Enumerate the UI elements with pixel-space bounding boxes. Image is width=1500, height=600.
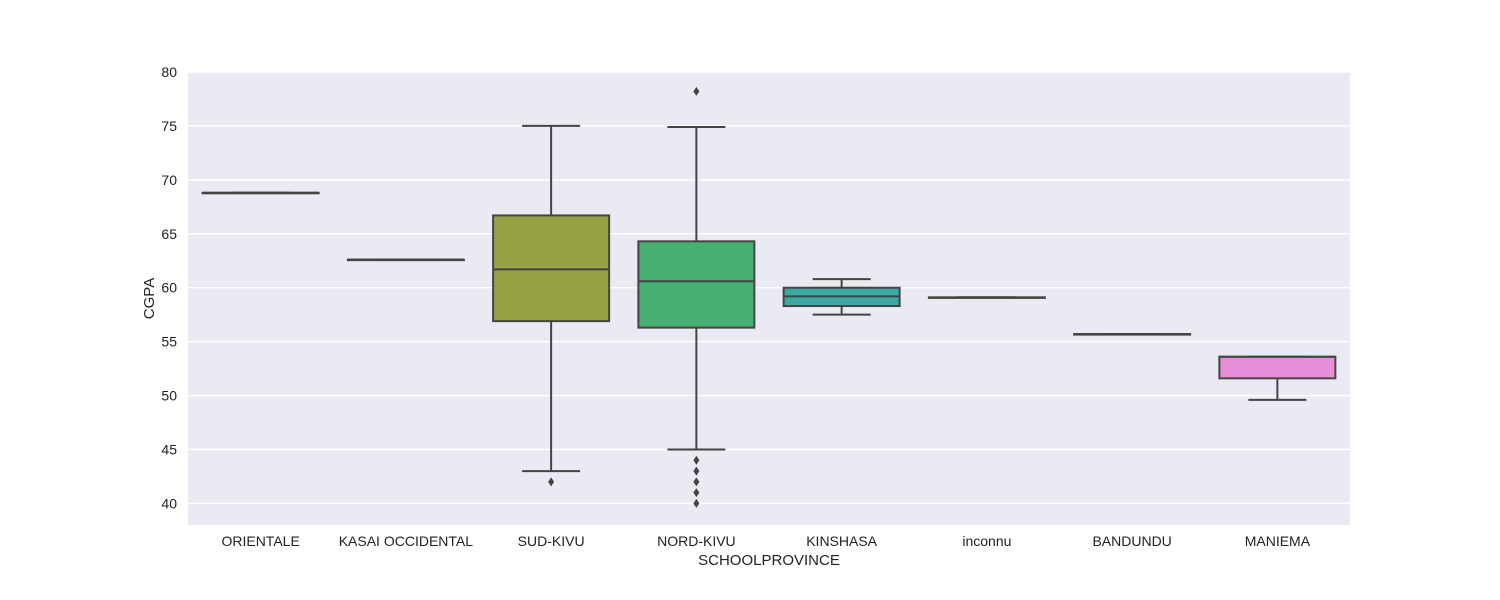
y-tick-label: 60 [161, 280, 177, 296]
y-tick-labels: 40 45 50 55 60 65 70 75 80 [161, 64, 177, 511]
box-orientale [201, 191, 320, 195]
y-tick-label: 40 [161, 495, 177, 511]
outlier-point [693, 488, 700, 498]
box-series [201, 86, 1337, 508]
y-tick-label: 75 [161, 118, 177, 134]
outlier-point [693, 498, 700, 508]
x-tick-label: BANDUNDU [1092, 533, 1171, 549]
x-tick-label: SUD-KIVU [518, 533, 585, 549]
x-tick-label: KINSHASA [806, 533, 877, 549]
box-body [637, 240, 756, 329]
gridlines [188, 71, 1350, 505]
y-tick-label: 50 [161, 388, 177, 404]
outlier-point [693, 477, 700, 487]
x-tick-labels: ORIENTALE KASAI OCCIDENTAL SUD-KIVU NORD-KI… [221, 533, 1310, 549]
x-tick-label: MANIEMA [1245, 533, 1311, 549]
box-body [492, 214, 611, 323]
box-kasai-occidental [346, 258, 465, 262]
y-tick-label: 55 [161, 334, 177, 350]
box-bandundu [1073, 333, 1192, 336]
y-tick-label: 70 [161, 172, 177, 188]
box-body [1218, 355, 1337, 380]
x-tick-label: ORIENTALE [221, 533, 299, 549]
x-axis-label: SCHOOLPROVINCE [698, 552, 840, 569]
outlier-point [693, 455, 700, 465]
x-tick-label: NORD-KIVU [657, 533, 736, 549]
plot-area [188, 72, 1350, 525]
x-tick-label: inconnu [962, 533, 1011, 549]
box-maniema [1218, 355, 1337, 401]
y-tick-label: 65 [161, 226, 177, 242]
outlier-point [693, 86, 700, 96]
x-tick-label: KASAI OCCIDENTAL [339, 533, 474, 549]
y-axis-label: CGPA [141, 278, 158, 319]
box-inconnu [927, 296, 1046, 299]
outlier-point [548, 477, 555, 487]
box-kinshasa [782, 278, 901, 316]
y-tick-label: 45 [161, 442, 177, 458]
box-sud-kivu [492, 124, 611, 487]
y-tick-label: 80 [161, 64, 177, 80]
box-nord-kivu [637, 86, 756, 508]
outlier-point [693, 466, 700, 476]
